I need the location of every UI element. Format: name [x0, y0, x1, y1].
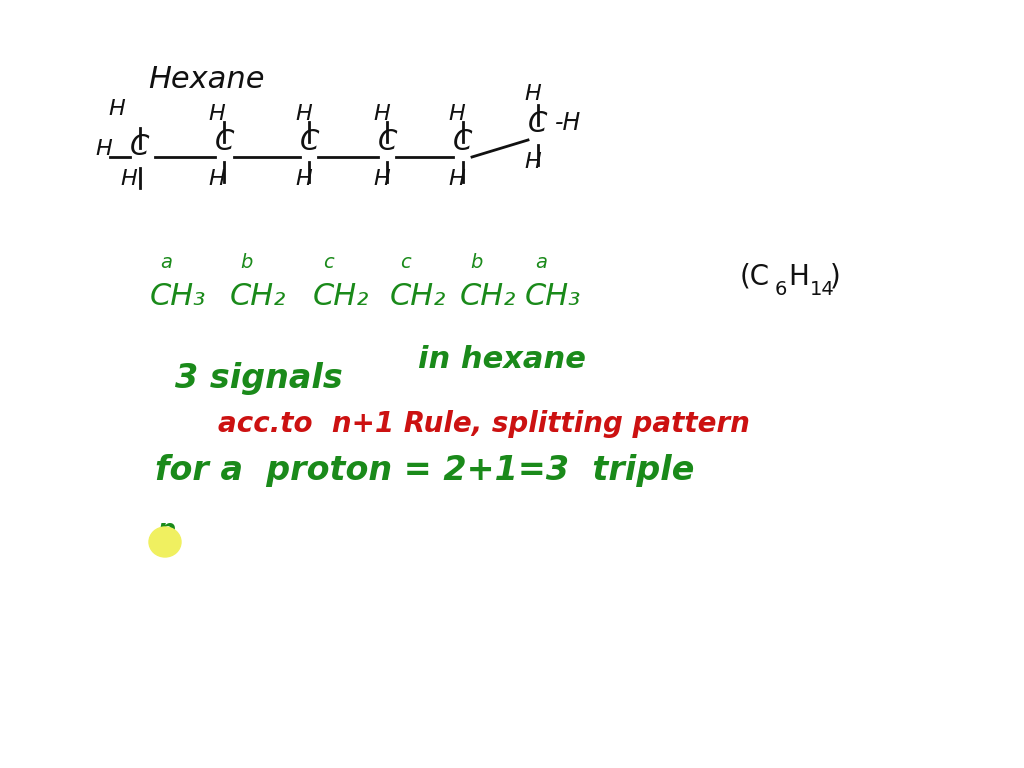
Text: in hexane: in hexane — [418, 345, 586, 374]
Text: H: H — [373, 169, 390, 189]
Text: CH₂: CH₂ — [313, 282, 370, 311]
Text: b: b — [470, 253, 482, 272]
Text: b: b — [240, 253, 252, 272]
Text: c: c — [400, 253, 411, 272]
Text: c: c — [323, 253, 334, 272]
Text: C: C — [130, 133, 150, 161]
Text: ): ) — [830, 263, 841, 291]
Text: Hexane: Hexane — [148, 65, 264, 94]
Text: p: p — [157, 518, 175, 542]
Text: H: H — [524, 84, 541, 104]
Text: H: H — [295, 169, 311, 189]
Text: CH₂: CH₂ — [460, 282, 516, 311]
Text: -H: -H — [555, 111, 582, 135]
Text: CH₂: CH₂ — [390, 282, 446, 311]
Text: H: H — [208, 169, 224, 189]
Text: a: a — [535, 253, 547, 272]
Text: CH₃: CH₃ — [525, 282, 582, 311]
Text: (C: (C — [740, 263, 770, 291]
Text: H: H — [449, 169, 465, 189]
Text: C: C — [300, 128, 319, 156]
Text: H: H — [524, 152, 541, 172]
Text: a: a — [160, 253, 172, 272]
Text: H: H — [449, 104, 465, 124]
Text: 14: 14 — [810, 280, 835, 299]
Text: H: H — [120, 169, 137, 189]
Text: C: C — [453, 128, 472, 156]
Text: CH₃: CH₃ — [150, 282, 207, 311]
Text: H: H — [95, 139, 112, 159]
Text: C: C — [378, 128, 397, 156]
Text: for a  proton = 2+1=3  triple: for a proton = 2+1=3 triple — [155, 454, 694, 487]
Text: acc.to  n+1 Rule, splitting pattern: acc.to n+1 Rule, splitting pattern — [218, 410, 750, 438]
Text: H: H — [373, 104, 390, 124]
Text: C: C — [528, 110, 548, 138]
Text: H: H — [208, 104, 224, 124]
Text: C: C — [215, 128, 234, 156]
Text: 3 signals: 3 signals — [175, 362, 343, 395]
Text: CH₂: CH₂ — [230, 282, 287, 311]
Text: H: H — [295, 104, 311, 124]
Text: 6: 6 — [775, 280, 787, 299]
Text: H: H — [108, 99, 125, 119]
Ellipse shape — [150, 527, 181, 557]
Text: H: H — [788, 263, 809, 291]
